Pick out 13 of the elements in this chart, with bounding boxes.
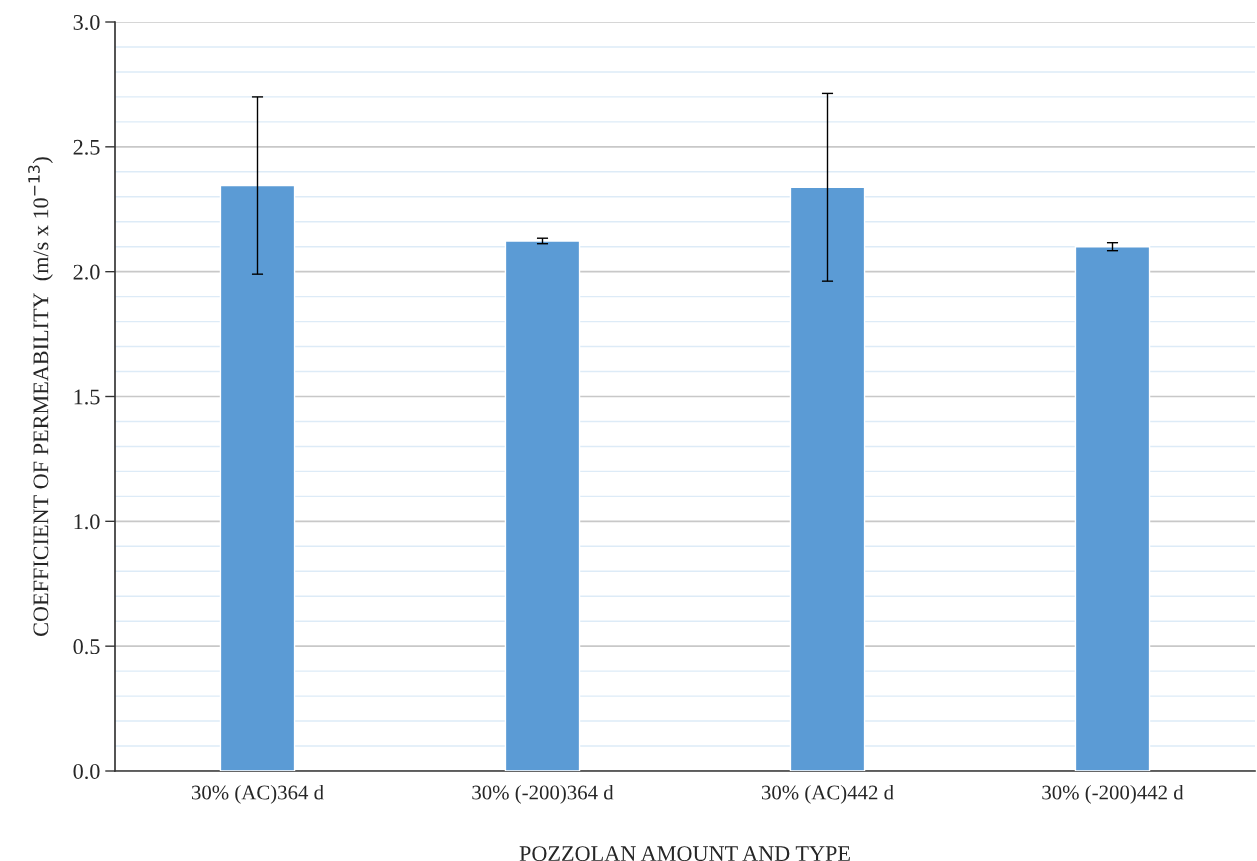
y-tick-label: 2.5 [73, 139, 100, 155]
y-tick-label: 0.0 [73, 763, 100, 780]
x-tick-label: 30% (-200)442 d [1042, 784, 1184, 804]
y-tick-label: 1.0 [74, 514, 100, 530]
y-tick-label: 0.5 [73, 639, 100, 655]
y-tick-label: 2.0 [73, 264, 100, 280]
y-tick-label: 1.5 [74, 389, 100, 405]
y-axis-title: COEFFICIENT OF PERMEABILITY (m/s x 10$^{−13}$) [28, 157, 53, 636]
x-tick-label: 30% (-200)364 d [472, 784, 614, 804]
x-tick-label: 30% (AC)442 d [761, 784, 894, 804]
x-axis-title: POZZOLAN AMOUNT AND TYPE [519, 846, 850, 861]
x-tick-label: 30% (AC)364 d [191, 784, 324, 804]
y-tick-label: 3.0 [73, 14, 100, 31]
